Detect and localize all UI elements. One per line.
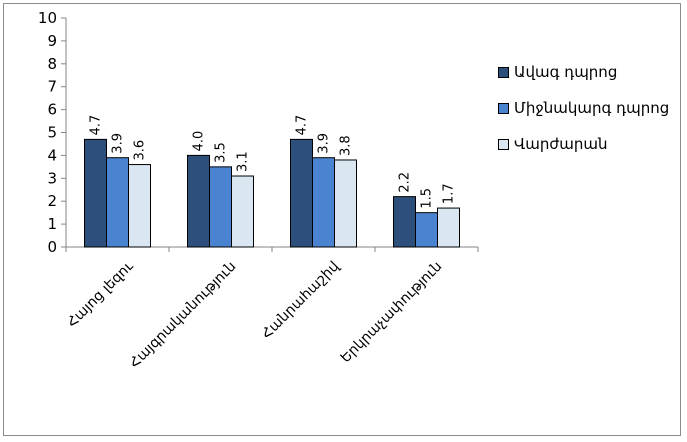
- y-tick-label: 0: [47, 238, 57, 256]
- bar: [128, 164, 151, 248]
- data-label: 4.7: [295, 115, 310, 136]
- category-label: Հայոց լեզու: [64, 258, 137, 331]
- data-label: 3.5: [214, 142, 229, 163]
- bar: [209, 166, 232, 248]
- legend-swatch: [498, 67, 509, 78]
- category-label: Երկրաչափություն: [338, 259, 446, 367]
- bar: [106, 157, 129, 248]
- bar: [290, 138, 313, 248]
- legend-label: Միջնակարգ դպրոց: [514, 99, 670, 117]
- data-label: 3.9: [111, 133, 126, 154]
- bar: [84, 138, 107, 248]
- legend-item: Ավագ դպրոց: [498, 58, 674, 86]
- bar: [393, 196, 416, 248]
- y-tick-label: 6: [47, 101, 57, 119]
- legend-swatch: [498, 103, 509, 114]
- legend-item: Վարժարան: [498, 130, 674, 158]
- bar: [334, 159, 357, 248]
- data-label: 4.0: [192, 131, 207, 152]
- y-tick-label: 7: [47, 78, 57, 96]
- y-tick-label: 9: [47, 32, 57, 50]
- bar: [187, 154, 210, 248]
- y-tick-label: 2: [47, 192, 57, 210]
- y-tick-label: 8: [47, 55, 57, 73]
- data-labels: 4.7 3.9 3.6 4.0 3.5 3.1 4.7 3.9 3.8 2.2 1.5 1.7: [89, 115, 457, 209]
- data-label: 3.1: [236, 151, 251, 172]
- data-label: 3.6: [133, 140, 148, 161]
- bar: [231, 175, 254, 248]
- legend: Ավագ դպրոց Միջնակարգ դպրոց Վարժարան: [498, 58, 674, 158]
- y-tick-label: 4: [47, 146, 57, 164]
- legend-swatch: [498, 139, 509, 150]
- bars: [84, 138, 460, 248]
- x-axis: [65, 246, 479, 252]
- data-label: 1.7: [442, 183, 457, 204]
- bar: [312, 157, 335, 248]
- category-label: Հայգրականություն: [127, 259, 240, 372]
- data-label: 2.2: [398, 172, 413, 193]
- legend-label: Ավագ դպրոց: [514, 63, 618, 81]
- data-label: 4.7: [89, 115, 104, 136]
- data-label: 3.9: [317, 133, 332, 154]
- bar: [437, 207, 460, 248]
- bar: [415, 212, 438, 248]
- data-label: 1.5: [420, 188, 435, 209]
- category-label: Հանրահաշիվ: [259, 258, 343, 342]
- y-tick-label: 1: [47, 215, 57, 233]
- y-tick-label: 3: [47, 169, 57, 187]
- legend-item: Միջնակարգ դպրոց: [498, 94, 674, 122]
- y-tick-label: 10: [38, 9, 57, 27]
- y-axis: 0 1 2 3 4 5 6 7 8 9 10: [38, 9, 67, 256]
- data-label: 3.8: [339, 135, 354, 156]
- legend-label: Վարժարան: [514, 135, 608, 153]
- y-tick-label: 5: [47, 124, 57, 142]
